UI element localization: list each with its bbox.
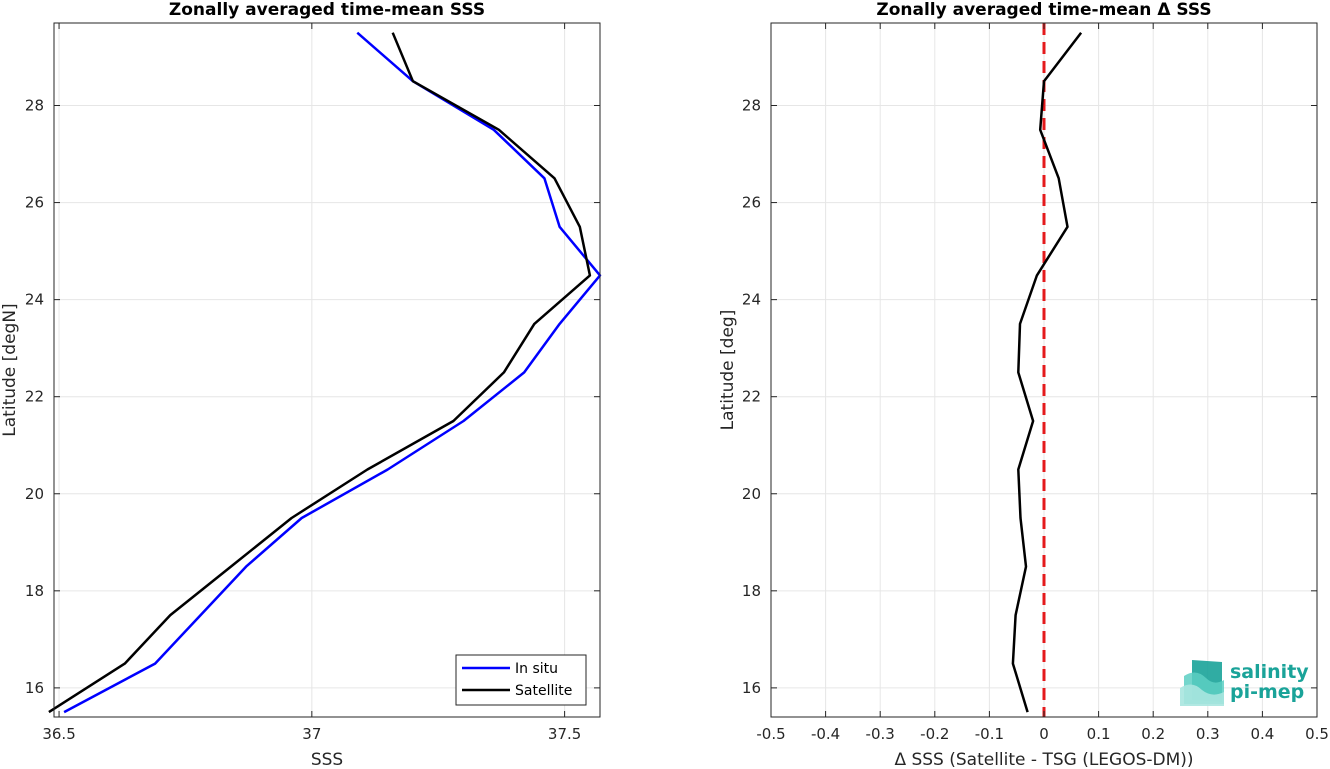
right-chart-title: Zonally averaged time-mean Δ SSS [876,0,1211,20]
left-panel: 36.5 37 37.5 16 18 20 22 24 26 28 Zonally average… [0,0,602,769]
left-axes-box [53,22,601,718]
left-x-tick-label: 36.5 [42,725,75,743]
right-x-tick-label: -0.1 [975,725,1004,743]
left-y-tick-label: 18 [25,582,44,600]
left-y-tick-label: 26 [25,194,44,212]
right-series-group [1011,31,1083,713]
logo-text-line2: pi-mep [1230,681,1304,703]
legend-box [455,654,587,706]
legend-label-in-situ: In situ [515,661,558,677]
right-x-tick-label: -0.2 [920,725,949,743]
left-plot-area [54,23,600,717]
right-y-tick-label: 26 [742,194,761,212]
right-y-tick-label: 18 [742,582,761,600]
right-x-tick-label: 0.1 [1087,725,1111,743]
left-y-tick-label: 16 [25,679,44,697]
right-x-axis-label: Δ SSS (Satellite - TSG (LEGOS-DM)) [894,750,1193,769]
left-series-line-in-situ [63,31,602,714]
right-y-axis-label: Latitude [deg] [718,310,738,431]
wave-logo-icon [1180,660,1224,706]
right-ticks: -0.5 -0.4 -0.3 -0.2 -0.1 0 0.1 0.2 0.3 0.4 0.5 16 18… [742,23,1329,743]
salinity-pi-mep-logo: salinity pi-mep [1180,660,1309,706]
left-y-axis-label: Latitude [degN] [0,303,20,436]
right-panel: -0.5 -0.4 -0.3 -0.2 -0.1 0 0.1 0.2 0.3 0.4 0.5 16 18… [718,0,1329,769]
right-series-line-delta-sss [1011,31,1083,713]
left-grid [54,23,600,717]
legend: In situ Satellite [455,654,587,706]
logo-text-line1: salinity [1230,661,1309,683]
right-y-tick-label: 16 [742,679,761,697]
left-ticks: 36.5 37 37.5 16 18 20 22 24 26 28 [25,23,600,743]
right-x-tick-label: 0.5 [1305,725,1329,743]
right-y-tick-label: 24 [742,291,761,309]
right-x-tick-label: -0.3 [866,725,895,743]
left-chart-title: Zonally averaged time-mean SSS [169,0,485,20]
left-y-tick-label: 20 [25,485,44,503]
left-x-tick-label: 37.5 [548,725,581,743]
right-y-tick-label: 28 [742,97,761,115]
left-y-tick-label: 22 [25,388,44,406]
right-x-tick-label: -0.4 [811,725,840,743]
right-x-tick-label: 0.2 [1141,725,1165,743]
left-y-tick-label: 28 [25,97,44,115]
right-y-tick-label: 20 [742,485,761,503]
left-x-axis-label: SSS [311,750,343,769]
right-x-tick-label: 0 [1039,725,1049,743]
left-x-tick-label: 37 [302,725,321,743]
left-y-tick-label: 24 [25,291,44,309]
legend-label-satellite: Satellite [515,683,572,699]
right-x-tick-label: -0.5 [756,725,785,743]
right-x-tick-label: 0.4 [1250,725,1274,743]
right-x-tick-label: 0.3 [1196,725,1220,743]
right-y-tick-label: 22 [742,388,761,406]
left-series-group [48,31,602,714]
left-series-line-satellite [48,32,592,714]
